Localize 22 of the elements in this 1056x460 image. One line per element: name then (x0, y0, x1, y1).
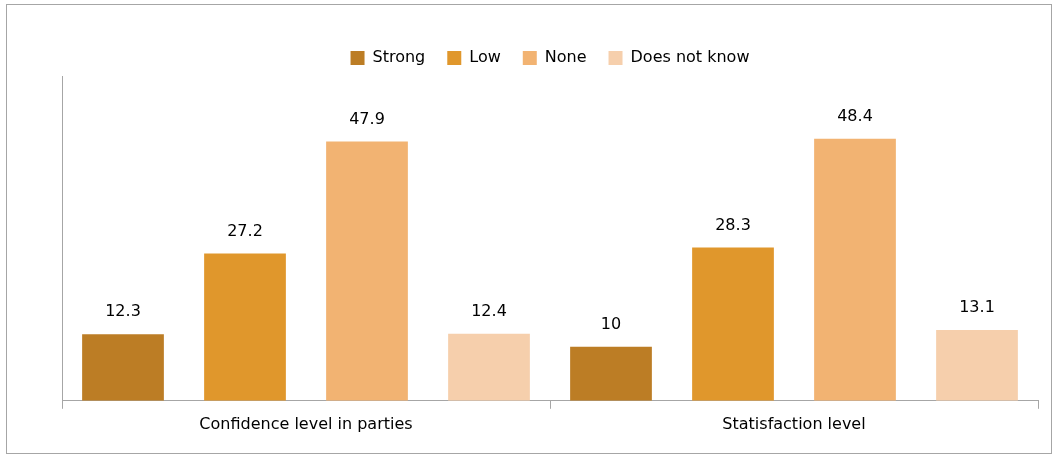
bar (692, 247, 774, 401)
x-tick-label: Statisfaction level (722, 413, 866, 433)
data-label: 12.3 (105, 301, 141, 321)
legend-label: Does not know (630, 47, 750, 67)
data-label: 27.2 (227, 220, 263, 240)
bar (326, 141, 408, 401)
bar (82, 334, 164, 401)
legend-label: Low (469, 47, 501, 67)
bar (936, 329, 1018, 401)
legend-label: Strong (372, 47, 426, 67)
bar (204, 253, 286, 401)
data-label: 12.4 (471, 300, 507, 320)
data-label: 47.9 (349, 108, 385, 128)
x-tick-label: Confidence level in parties (199, 413, 413, 433)
data-label: 48.4 (837, 105, 873, 125)
data-label: 10 (600, 313, 622, 333)
bar (814, 138, 896, 401)
data-label: 28.3 (715, 214, 751, 234)
bar (570, 346, 652, 401)
bar (448, 333, 530, 401)
legend-label: None (544, 47, 587, 67)
data-label: 13.1 (959, 297, 995, 317)
